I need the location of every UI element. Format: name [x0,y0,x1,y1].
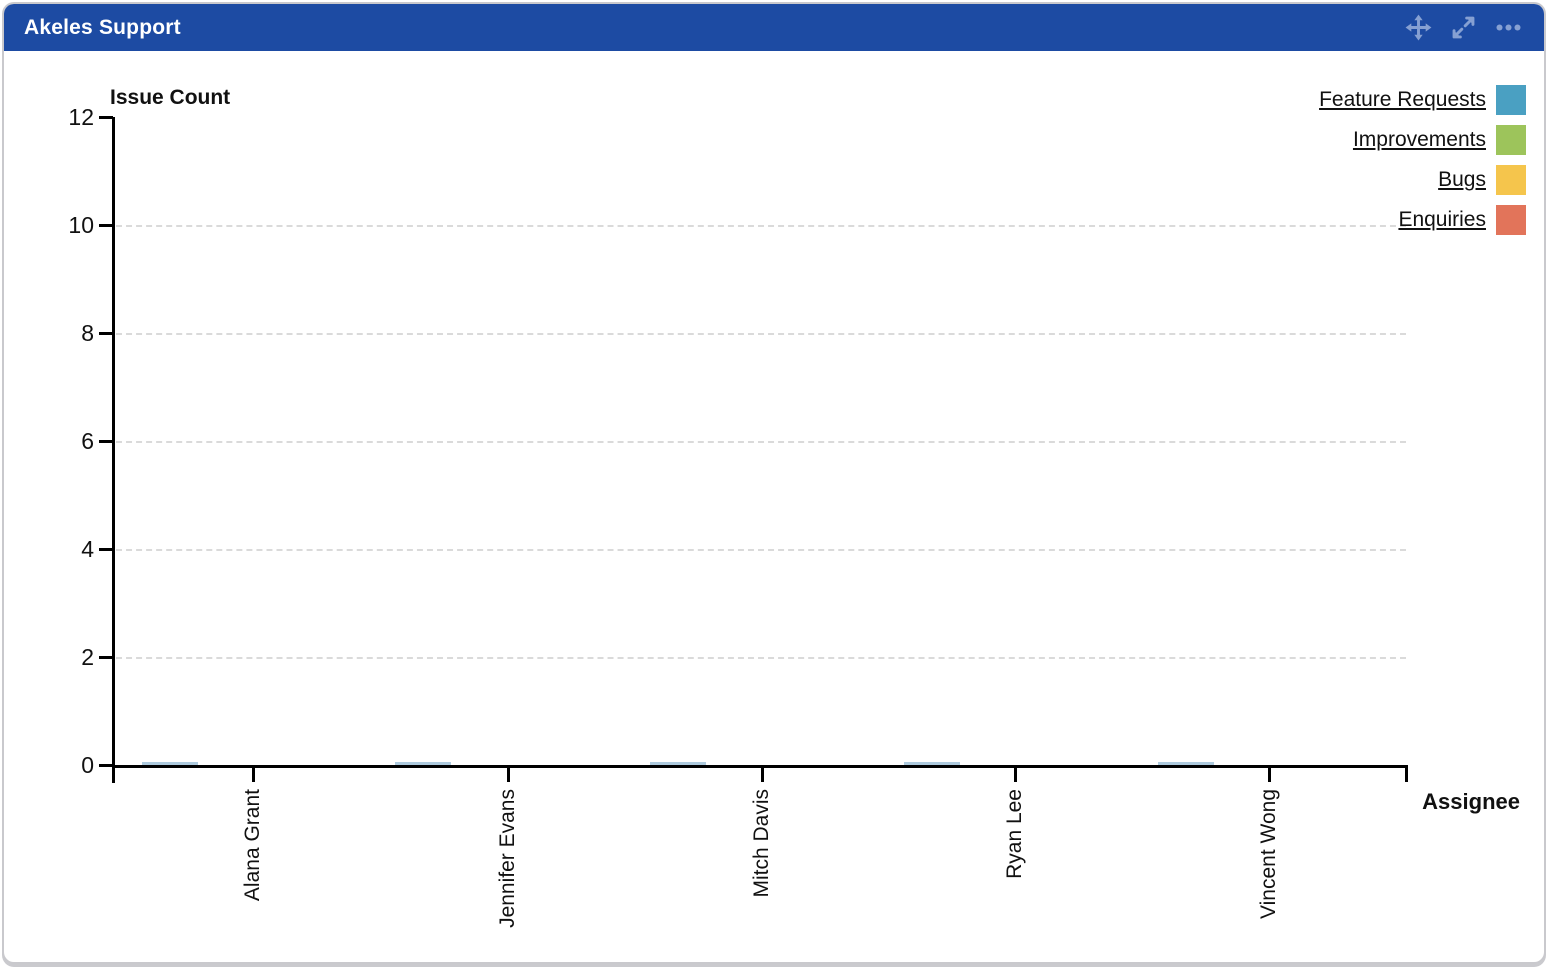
y-axis-labels: 12 10 8 6 4 2 0 [24,51,94,811]
y-tick [99,656,113,659]
move-icon [1405,14,1432,44]
expand-gadget-button[interactable] [1448,12,1479,43]
legend-swatch[interactable] [1496,85,1526,115]
y-tick-label: 4 [81,536,94,562]
legend-label[interactable]: Improvements [1352,128,1486,151]
gridline [116,333,1406,335]
x-tick [1014,765,1017,782]
legend-label[interactable]: Enquiries [1398,208,1486,231]
more-options-button[interactable] [1493,12,1524,43]
legend-swatch[interactable] [1496,165,1526,195]
legend-label[interactable]: Feature Requests [1319,88,1486,111]
x-axis-line [112,765,1408,768]
y-tick-label: 8 [81,320,94,346]
x-category-label: Alana Grant [241,789,264,902]
x-tick [761,765,764,782]
legend-item-improvements: Improvements [1319,120,1526,160]
expand-icon [1450,16,1477,44]
chart-legend: Feature Requests Improvements Bugs Enqui… [1319,80,1526,240]
gridline [116,657,1406,659]
y-axis-line [112,117,115,783]
gridline [116,441,1406,443]
x-category-label: Vincent Wong [1257,789,1280,919]
gadget-title: Akeles Support [24,15,181,39]
legend-label[interactable]: Bugs [1438,168,1486,191]
x-tick [507,765,510,782]
x-axis-title: Assignee [1422,789,1520,814]
y-tick-label: 2 [81,644,94,670]
x-category-label: Mitch Davis [750,789,773,898]
y-tick [99,548,113,551]
y-tick-label: 12 [68,104,94,130]
gadget-header: Akeles Support [4,4,1544,51]
bar-feature-requests[interactable] [650,762,706,765]
legend-item-feature-requests: Feature Requests [1319,80,1526,120]
ellipsis-icon [1495,24,1522,44]
y-tick [99,332,113,335]
bar-feature-requests[interactable] [395,762,451,765]
gridline [116,549,1406,551]
x-category-label: Jennifer Evans [496,789,519,928]
x-axis-end-tick [1405,765,1408,782]
bar-feature-requests[interactable] [1158,762,1214,765]
x-tick [252,765,255,782]
y-tick [99,764,113,767]
legend-item-bugs: Bugs [1319,160,1526,200]
y-tick [99,440,113,443]
y-tick [99,224,113,227]
move-gadget-button[interactable] [1403,12,1434,43]
y-tick [99,116,113,119]
legend-item-enquiries: Enquiries [1319,200,1526,240]
gadget-header-actions [1403,12,1524,43]
y-tick-label: 10 [68,212,94,238]
legend-swatch[interactable] [1496,125,1526,155]
y-tick-label: 0 [81,752,94,778]
bar-feature-requests[interactable] [904,762,960,765]
x-category-label: Ryan Lee [1003,789,1026,879]
y-axis-title: Issue Count [110,86,231,109]
gridline [116,225,1406,227]
x-tick [1268,765,1271,782]
bar-feature-requests[interactable] [142,762,198,765]
bar-chart: Issue Count 12 10 8 6 4 2 0 [4,51,1544,962]
y-tick-label: 6 [81,428,94,454]
legend-swatch[interactable] [1496,205,1526,235]
